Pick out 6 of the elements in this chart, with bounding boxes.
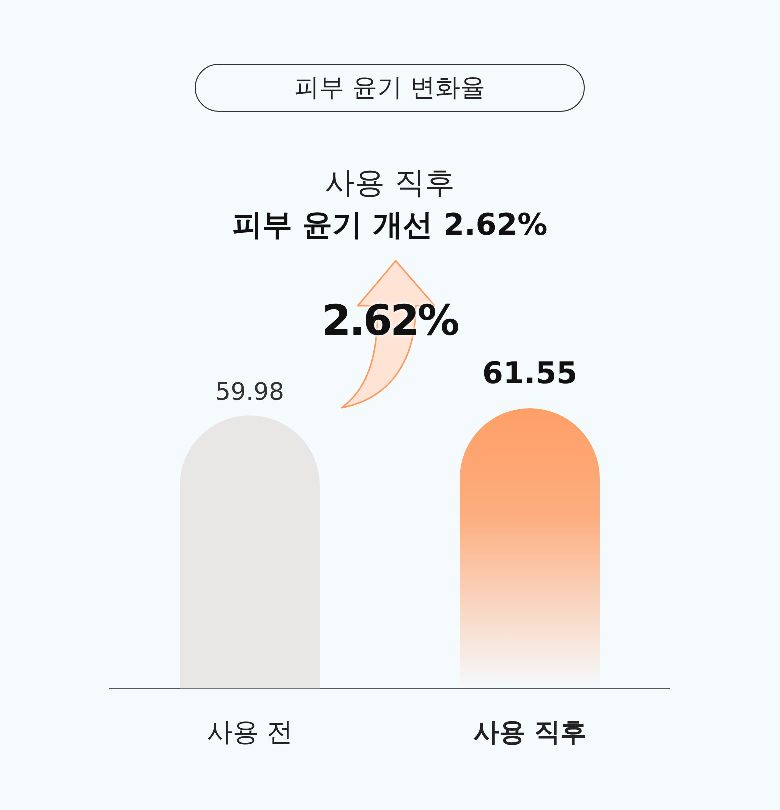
- text: 피부 윤기 개선 2.62%: [231, 207, 549, 245]
- x-tick-label: 사용 전: [206, 718, 294, 748]
- data-label: 59.98: [216, 378, 284, 406]
- data-label: 61.55: [482, 356, 578, 392]
- chart-title: 피부 윤기 변화율: [195, 64, 585, 112]
- chart-subtitle: 사용 직후: [324, 165, 456, 203]
